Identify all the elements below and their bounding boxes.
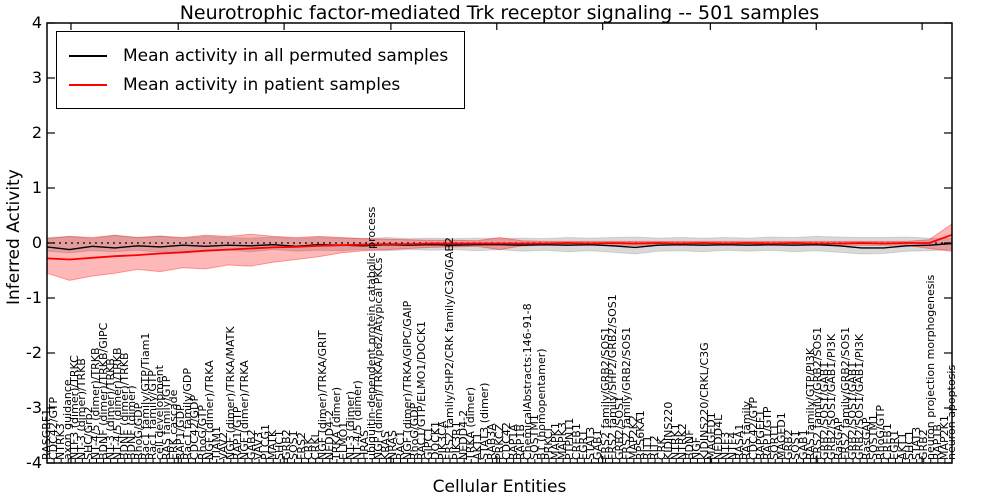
chart-title: Neurotrophic factor-mediated Trk recepto…	[179, 2, 820, 24]
y-tick-label: -1	[26, 288, 42, 307]
patient-line-swatch	[69, 83, 107, 86]
legend-row-patient: Mean activity in patient samples	[69, 70, 448, 99]
y-tick-label: -4	[26, 453, 42, 472]
y-tick-label: 3	[31, 68, 42, 87]
y-tick-label: 1	[31, 178, 42, 197]
y-tick-label: -2	[26, 343, 42, 362]
permuted-mean-line	[46, 242, 953, 251]
y-tick-label: 2	[31, 123, 42, 142]
x-entity-label: neuron apoptosis	[945, 364, 958, 460]
x-entity-label: NGF (dimer)/TRKA/p62/Atypical PKCs	[372, 257, 386, 460]
legend-label-patient: Mean activity in patient samples	[123, 74, 401, 95]
legend-row-permuted: Mean activity in all permuted samples	[69, 41, 448, 70]
y-tick-label: 4	[31, 13, 42, 32]
y-tick-label: 0	[31, 233, 42, 252]
permuted-line-swatch	[69, 54, 107, 57]
x-axis-label: Cellular Entities	[432, 477, 567, 497]
legend-box: Mean activity in all permuted samples Me…	[56, 31, 466, 109]
legend-label-permuted: Mean activity in all permuted samples	[123, 45, 449, 66]
patient-mean-line	[46, 233, 953, 261]
plot-frame	[46, 22, 953, 464]
y-tick-label: -3	[26, 398, 42, 417]
